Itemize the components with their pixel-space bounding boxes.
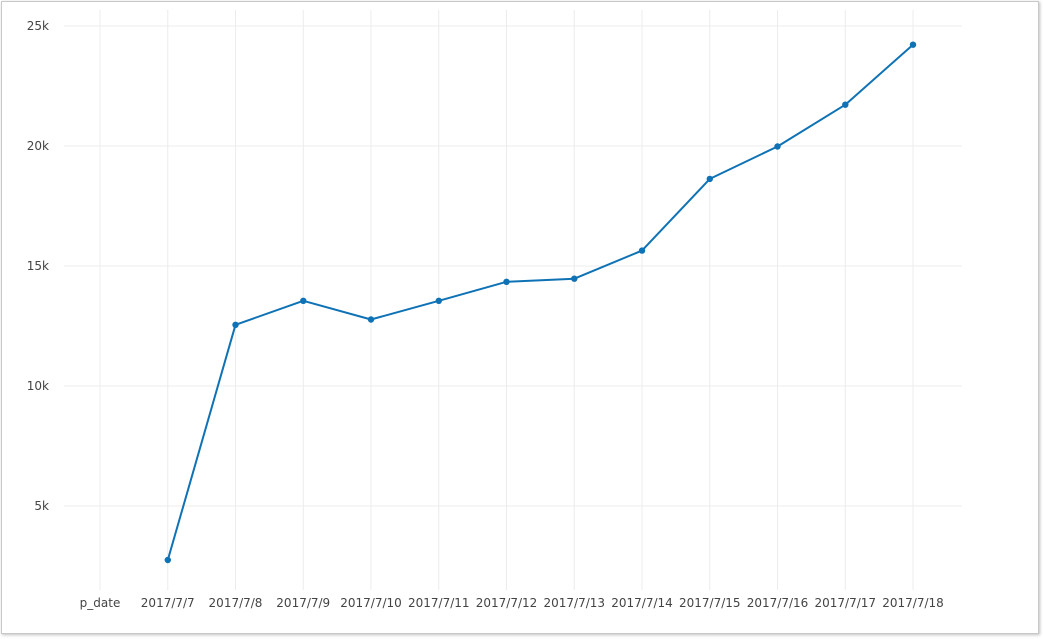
y-tick-label: 25k: [27, 19, 49, 33]
y-tick-label: 10k: [27, 379, 49, 393]
data-point[interactable]: [367, 316, 375, 323]
data-point[interactable]: [300, 297, 307, 304]
x-tick-label: 2017/7/7: [141, 596, 195, 610]
x-tick-label: 2017/7/17: [814, 596, 876, 610]
x-tick-label: 2017/7/16: [747, 596, 809, 610]
x-tick-label: p_date: [80, 596, 121, 610]
x-tick-label: 2017/7/13: [543, 596, 605, 610]
data-point[interactable]: [435, 297, 442, 304]
data-point[interactable]: [909, 41, 917, 48]
horizontal-gridlines: [64, 25, 962, 507]
x-tick-label: 2017/7/11: [408, 596, 470, 610]
data-point[interactable]: [706, 175, 713, 183]
y-tick-label: 5k: [34, 499, 49, 513]
data-point[interactable]: [232, 321, 239, 328]
x-tick-label: 2017/7/10: [340, 596, 402, 610]
x-axis: p_date 2017/7/7 2017/7/8 2017/7/9 2017/7/10 2…: [80, 596, 944, 610]
series-line: [166, 43, 914, 561]
x-tick-label: 2017/7/14: [611, 596, 673, 610]
series-group: [164, 41, 917, 564]
vertical-gridlines: [99, 10, 914, 590]
y-axis: 5k 10k 15k 20k 25k: [27, 19, 49, 513]
x-tick-label: 2017/7/15: [679, 596, 741, 610]
data-point[interactable]: [842, 101, 849, 108]
data-point[interactable]: [774, 143, 781, 150]
x-tick-label: 2017/7/18: [882, 596, 944, 610]
x-tick-label: 2017/7/9: [276, 596, 330, 610]
data-point[interactable]: [571, 275, 578, 282]
data-point[interactable]: [164, 556, 171, 564]
x-tick-label: 2017/7/8: [209, 596, 263, 610]
x-tick-label: 2017/7/12: [476, 596, 538, 610]
data-point[interactable]: [503, 278, 510, 285]
data-point[interactable]: [638, 247, 646, 254]
y-tick-label: 15k: [27, 259, 49, 273]
y-tick-label: 20k: [27, 139, 49, 153]
